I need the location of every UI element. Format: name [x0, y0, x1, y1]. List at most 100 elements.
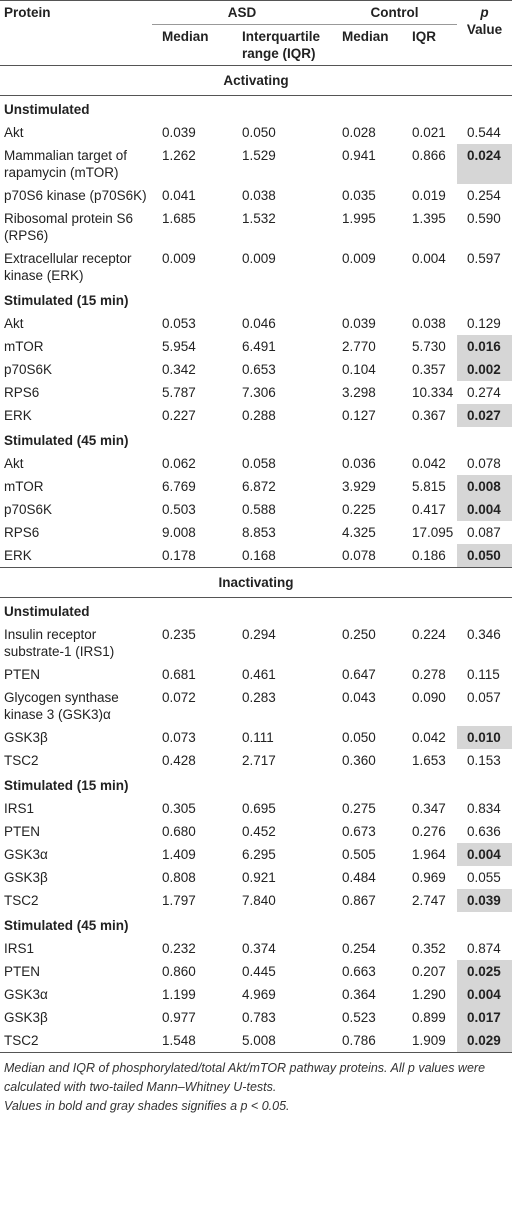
value-cell: 0.808: [162, 870, 196, 885]
value-cell: 0.019: [412, 188, 446, 203]
value-cell: 7.306: [242, 385, 276, 400]
protein-cell: GSK3α: [4, 847, 48, 862]
section-row: Inactivating: [0, 567, 512, 598]
header-control: Control: [332, 0, 458, 25]
value-cell: 0.232: [162, 941, 196, 956]
value-cell: 0.039: [162, 125, 196, 140]
data-row: mTOR 6.769 6.872 3.929 5.815 0.008: [0, 475, 512, 498]
subheader: Median: [162, 29, 209, 44]
value-cell: 0.021: [412, 125, 446, 140]
header-p: p: [480, 5, 489, 20]
value-cell: 0.041: [162, 188, 196, 203]
data-row: GSK3α 1.409 6.295 0.505 1.964 0.004: [0, 843, 512, 866]
value-cell: 0.360: [342, 753, 376, 768]
protein-cell: Akt: [4, 456, 24, 471]
value-cell: 3.929: [342, 479, 376, 494]
protein-cell: ERK: [4, 408, 32, 423]
protein-cell: PTEN: [4, 964, 41, 979]
p-value-cell: 0.590: [467, 211, 501, 226]
protein-cell: Akt: [4, 125, 24, 140]
section-row: Activating: [0, 66, 512, 96]
subheader: Interquartile range (IQR): [242, 29, 321, 61]
protein-cell: TSC2: [4, 1033, 39, 1048]
p-value-cell: 0.087: [467, 525, 501, 540]
value-cell: 0.127: [342, 408, 376, 423]
footnote: Median and IQR of phosphorylated/total A…: [4, 1061, 486, 1094]
protein-cell: Glycogen synthase kinase 3 (GSK3)α: [4, 690, 119, 722]
value-cell: 3.298: [342, 385, 376, 400]
subheader: IQR: [412, 29, 437, 44]
protein-cell: Akt: [4, 316, 24, 331]
value-cell: 0.680: [162, 824, 196, 839]
value-cell: 1.685: [162, 211, 196, 226]
value-cell: 9.008: [162, 525, 196, 540]
protein-cell: Ribosomal protein S6 (RPS6): [4, 211, 134, 243]
group-title: Stimulated (15 min): [4, 293, 129, 308]
value-cell: 5.008: [242, 1033, 276, 1048]
value-cell: 0.663: [342, 964, 376, 979]
value-cell: 0.977: [162, 1010, 196, 1025]
group-title: Stimulated (45 min): [4, 918, 129, 933]
value-cell: 0.860: [162, 964, 196, 979]
value-cell: 5.730: [412, 339, 446, 354]
data-row: TSC2 0.428 2.717 0.360 1.653 0.153: [0, 749, 512, 772]
p-value-cell: 0.636: [467, 824, 501, 839]
value-cell: 7.840: [242, 893, 276, 908]
section-title: Inactivating: [218, 575, 294, 590]
data-row: ERK 0.178 0.168 0.078 0.186 0.050: [0, 544, 512, 568]
data-row: Glycogen synthase kinase 3 (GSK3)α 0.072 0…: [0, 686, 512, 726]
protein-cell: mTOR: [4, 339, 44, 354]
value-cell: 0.009: [162, 251, 196, 266]
data-row: Akt 0.053 0.046 0.039 0.038 0.129: [0, 312, 512, 335]
value-cell: 0.417: [412, 502, 446, 517]
protein-cell: TSC2: [4, 753, 39, 768]
p-value-cell: 0.010: [457, 726, 512, 749]
value-cell: 5.787: [162, 385, 196, 400]
protein-cell: Extracellular receptor kinase (ERK): [4, 251, 132, 283]
value-cell: 0.042: [412, 456, 446, 471]
value-cell: 0.004: [412, 251, 446, 266]
value-cell: 0.523: [342, 1010, 376, 1025]
value-cell: 0.288: [242, 408, 276, 423]
group-title: Unstimulated: [4, 604, 90, 619]
p-value-cell: 0.874: [467, 941, 501, 956]
value-cell: 0.050: [342, 730, 376, 745]
value-cell: 1.653: [412, 753, 446, 768]
value-cell: 1.262: [162, 148, 196, 163]
p-value-cell: 0.017: [457, 1006, 512, 1029]
value-cell: 0.207: [412, 964, 446, 979]
data-row: PTEN 0.680 0.452 0.673 0.276 0.636: [0, 820, 512, 843]
value-cell: 2.717: [242, 753, 276, 768]
data-row: p70S6 kinase (p70S6K) 0.041 0.038 0.035 0.01…: [0, 184, 512, 207]
value-cell: 0.342: [162, 362, 196, 377]
p-value-cell: 0.008: [457, 475, 512, 498]
value-cell: 0.235: [162, 627, 196, 642]
data-row: ERK 0.227 0.288 0.127 0.367 0.027: [0, 404, 512, 427]
p-value-cell: 0.597: [467, 251, 501, 266]
value-cell: 0.250: [342, 627, 376, 642]
value-cell: 0.695: [242, 801, 276, 816]
value-cell: 0.254: [342, 941, 376, 956]
data-row: p70S6K 0.342 0.653 0.104 0.357 0.002: [0, 358, 512, 381]
value-cell: 0.043: [342, 690, 376, 705]
p-value-cell: 0.057: [467, 690, 501, 705]
data-row: Mammalian target of rapamycin (mTOR) 1.26…: [0, 144, 512, 184]
p-value-cell: 0.027: [457, 404, 512, 427]
p-value-cell: 0.002: [457, 358, 512, 381]
value-cell: 0.899: [412, 1010, 446, 1025]
group-row: Stimulated (45 min): [0, 912, 512, 937]
data-row: IRS1 0.305 0.695 0.275 0.347 0.834: [0, 797, 512, 820]
value-cell: 4.969: [242, 987, 276, 1002]
p-value-cell: 0.029: [457, 1029, 512, 1053]
value-cell: 0.090: [412, 690, 446, 705]
value-cell: 0.042: [412, 730, 446, 745]
value-cell: 0.275: [342, 801, 376, 816]
data-row: RPS6 9.008 8.853 4.325 17.095 0.087: [0, 521, 512, 544]
value-cell: 0.347: [412, 801, 446, 816]
p-value-cell: 0.004: [457, 983, 512, 1006]
protein-cell: PTEN: [4, 667, 41, 682]
value-cell: 0.009: [242, 251, 276, 266]
value-cell: 0.038: [412, 316, 446, 331]
protein-cell: Insulin receptor substrate-1 (IRS1): [4, 627, 115, 659]
p-value-cell: 0.025: [457, 960, 512, 983]
